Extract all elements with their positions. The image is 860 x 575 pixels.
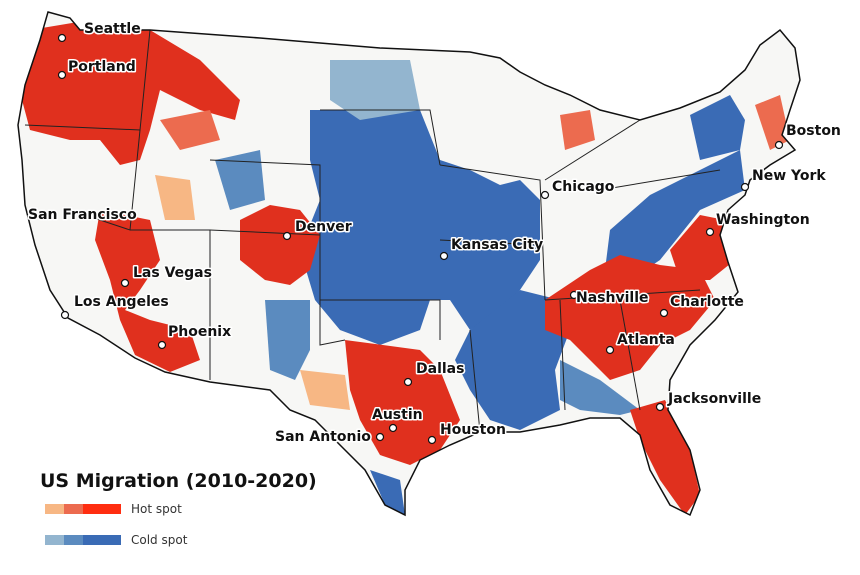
legend-title: US Migration (2010-2020)	[40, 470, 317, 492]
hot-spot-utah	[155, 175, 195, 220]
hot-spot-pacific-nw	[22, 20, 240, 165]
city-label: Charlotte	[670, 294, 744, 310]
city-dot	[57, 70, 67, 80]
city-label: Austin	[372, 407, 423, 423]
hot-spot-florida	[630, 400, 700, 515]
legend-hot-spot: Hot spot	[45, 502, 182, 516]
legend-hot-label: Hot spot	[131, 502, 182, 516]
city-dot	[282, 231, 292, 241]
hot-spot-virginia	[670, 215, 735, 280]
cold-spot-ny	[690, 95, 745, 160]
city-label: Chicago	[552, 179, 615, 195]
cold-spot-south-tx	[370, 470, 405, 515]
state-borders	[24, 29, 721, 433]
cold-spot-delta	[455, 290, 570, 430]
city-dot	[655, 402, 665, 412]
city-dot	[659, 308, 669, 318]
city-label: Portland	[68, 59, 136, 75]
city-label: Boston	[786, 123, 841, 139]
legend-cold-spot: Cold spot	[45, 533, 187, 547]
city-label: Kansas City	[451, 237, 543, 253]
city-dot	[157, 340, 167, 350]
city-label: San Francisco	[28, 207, 137, 223]
cold-spot-north	[330, 60, 420, 120]
city-dot	[57, 33, 67, 43]
city-label: Phoenix	[168, 324, 231, 340]
city-label: Atlanta	[617, 332, 675, 348]
city-dot	[427, 435, 437, 445]
legend-cold-label: Cold spot	[131, 533, 188, 547]
legend-hot-swatch-mid	[64, 504, 83, 514]
city-dot	[403, 377, 413, 387]
city-label: Nashville	[576, 290, 648, 306]
city-dot	[60, 310, 70, 320]
city-dot	[705, 227, 715, 237]
city-label: Jacksonville	[667, 391, 761, 407]
legend-hot-swatch-light	[45, 504, 64, 514]
city-dot	[120, 278, 130, 288]
city-label: Seattle	[84, 21, 141, 37]
city-dot	[439, 251, 449, 261]
city-label: Los Angeles	[74, 294, 169, 310]
legend-cold-swatch-strong	[83, 535, 121, 545]
cold-spot-sw	[265, 300, 310, 380]
legend-cold-swatch-light	[45, 535, 64, 545]
cold-spot-plains	[300, 110, 540, 345]
hot-spot-las-vegas-phoenix	[95, 210, 200, 372]
hot-spot-texas	[345, 340, 460, 465]
hot-spot-michigan	[560, 110, 595, 150]
hot-spot-texas-edge	[300, 370, 350, 410]
city-dot	[569, 290, 579, 300]
city-label: San Antonio	[275, 429, 371, 445]
city-dot	[774, 140, 784, 150]
hot-spot-colorado	[240, 205, 320, 285]
migration-regions	[22, 20, 790, 515]
city-label: New York	[752, 168, 826, 184]
city-dot	[540, 190, 550, 200]
city-markers: Seattle Portland San Francisco Las Vegas Los…	[27, 20, 843, 447]
city-label: Las Vegas	[133, 265, 212, 281]
city-label: Denver	[295, 219, 352, 235]
city-dot	[375, 432, 385, 442]
city-label: Houston	[440, 422, 506, 438]
legend-hot-swatch-strong	[83, 504, 121, 514]
hot-spot-boise	[160, 110, 220, 150]
city-dot	[605, 345, 615, 355]
hot-spot-boston	[755, 95, 790, 150]
cold-spot-appalachia	[605, 150, 745, 280]
cold-spot-south-arc	[560, 360, 640, 415]
city-label: Washington	[716, 212, 810, 228]
legend-cold-swatch-mid	[64, 535, 83, 545]
hot-spot-southeast	[545, 255, 715, 380]
city-dot	[388, 423, 398, 433]
city-label: Dallas	[416, 361, 464, 377]
city-dot	[740, 182, 750, 192]
cold-spot-wy	[215, 150, 265, 210]
